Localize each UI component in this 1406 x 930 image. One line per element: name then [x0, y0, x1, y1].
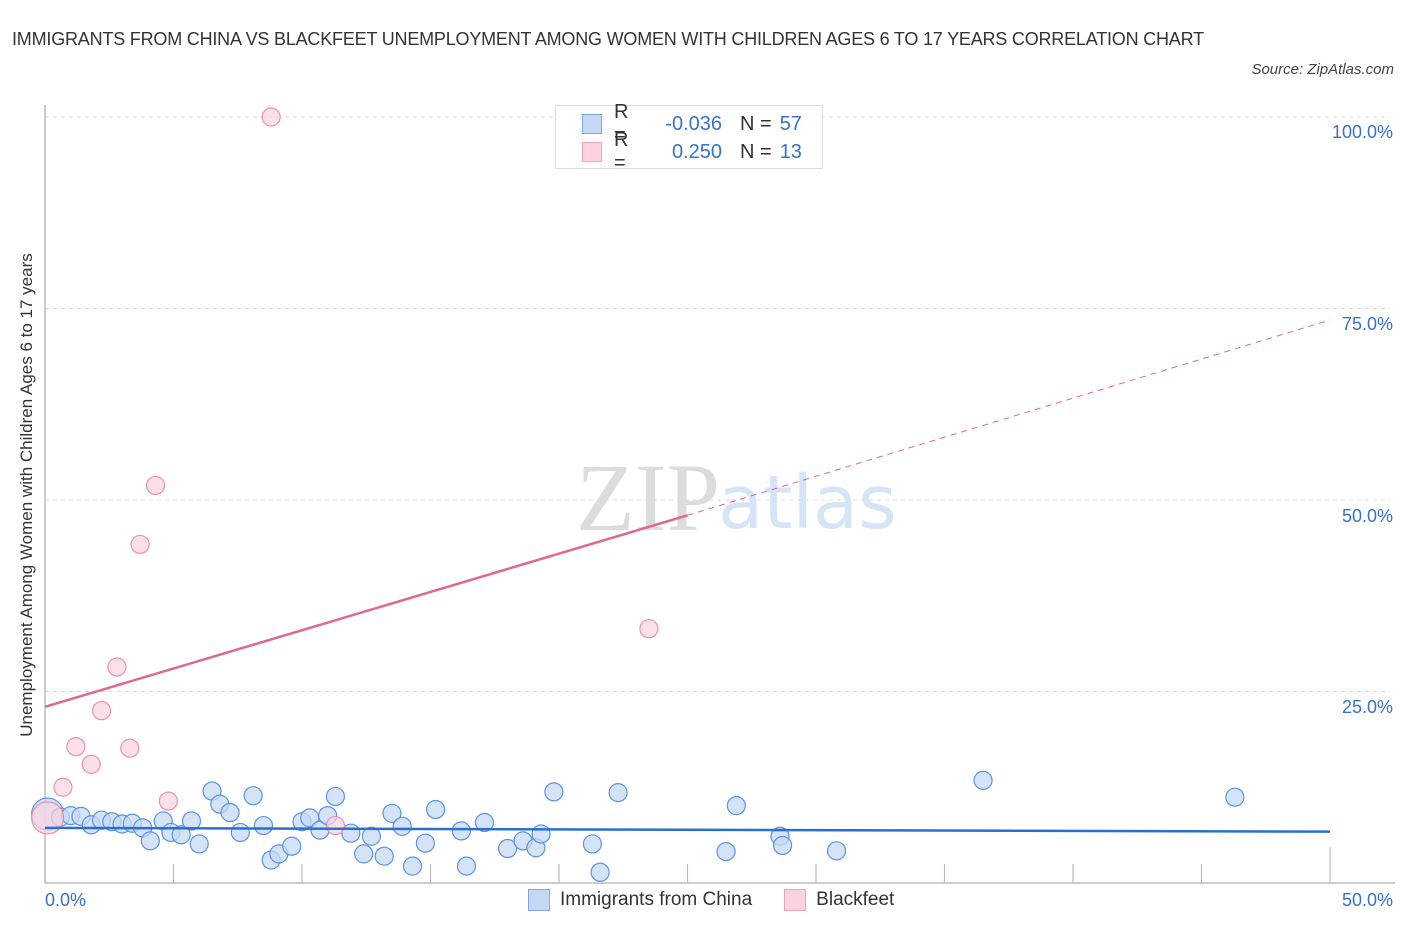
- china-point: [582, 834, 603, 854]
- n-value: 57: [779, 112, 802, 135]
- china-point: [361, 826, 381, 846]
- legend-item-blackfeet[interactable]: Blackfeet: [784, 889, 894, 911]
- r-label: R =: [614, 129, 629, 174]
- blackfeet-point: [66, 737, 86, 757]
- china-point: [189, 834, 209, 854]
- watermark-atlas: atlas: [718, 460, 897, 546]
- blackfeet-point: [53, 777, 73, 797]
- china-swatch-icon: [582, 114, 602, 134]
- china-point: [253, 815, 274, 836]
- y-tick-75: 75.0%: [1341, 314, 1393, 334]
- blackfeet-trend-solid: [44, 514, 688, 709]
- china-point: [544, 782, 564, 802]
- x-tick-50: 50.0%: [1341, 890, 1393, 910]
- china-swatch-icon: [528, 889, 550, 911]
- china-point: [716, 841, 736, 862]
- china-point: [171, 825, 191, 845]
- y-axis-label: Unemployment Among Women with Children A…: [17, 253, 36, 737]
- y-tick-25: 25.0%: [1341, 697, 1393, 717]
- blackfeet-point: [30, 801, 65, 835]
- china-point: [325, 786, 346, 807]
- china-point: [608, 783, 628, 803]
- legend-label: Immigrants from China: [560, 889, 753, 910]
- china-point: [140, 831, 160, 851]
- source-label: Source: ZipAtlas.com: [1251, 61, 1394, 78]
- r-value: 0.250: [671, 140, 722, 163]
- blackfeet-swatch-icon: [784, 889, 807, 911]
- china-point: [451, 821, 471, 841]
- blackfeet-point: [639, 619, 659, 639]
- data-points: [30, 107, 1245, 882]
- china-point: [220, 802, 240, 823]
- blackfeet-point: [261, 107, 281, 127]
- china-point: [230, 822, 250, 843]
- china-point: [354, 844, 374, 864]
- watermark-zip: ZIP: [576, 444, 720, 551]
- china-point: [243, 786, 263, 806]
- blackfeet-trend-dashed: [687, 319, 1331, 516]
- correlation-legend: R = -0.036 N = 57 R = 0.250 N = 13: [555, 101, 823, 174]
- blackfeet-trend-line: [44, 319, 1331, 709]
- r-label: R =: [614, 101, 629, 146]
- china-point: [426, 799, 446, 820]
- blackfeet-point: [81, 754, 101, 774]
- china-point: [402, 856, 423, 876]
- blackfeet-point: [91, 701, 112, 721]
- gridlines: [45, 116, 1390, 692]
- china-point: [590, 862, 610, 882]
- y-tick-50: 50.0%: [1341, 506, 1393, 526]
- n-value: 13: [779, 140, 802, 163]
- n-label: N =: [740, 140, 772, 163]
- r-value: -0.036: [665, 112, 722, 135]
- blackfeet-point: [107, 657, 127, 677]
- blackfeet-point: [120, 738, 140, 758]
- china-point: [498, 838, 518, 859]
- china-point: [181, 811, 202, 831]
- china-trend-line: [44, 826, 1331, 833]
- blackfeet-swatch-icon: [582, 142, 602, 162]
- china-point: [456, 856, 477, 876]
- china-point: [415, 833, 435, 853]
- series-legend: Immigrants from China Blackfeet: [528, 889, 926, 911]
- legend-row-blackfeet: R = 0.250 N = 13: [582, 129, 802, 174]
- china-point: [826, 841, 847, 861]
- axes: [44, 105, 1395, 884]
- blackfeet-point: [325, 815, 346, 836]
- blackfeet-point: [158, 791, 178, 811]
- legend-row-china: R = -0.036 N = 57: [582, 101, 802, 146]
- chart-title: IMMIGRANTS FROM CHINA VS BLACKFEET UNEMP…: [12, 29, 1204, 49]
- china-point: [474, 812, 495, 833]
- blackfeet-point: [145, 475, 166, 496]
- legend-item-china[interactable]: Immigrants from China: [528, 889, 752, 911]
- china-point: [973, 770, 993, 790]
- china-point: [531, 824, 551, 844]
- china-trend-solid: [44, 826, 1331, 833]
- china-point: [282, 836, 302, 856]
- x-tick-0: 0.0%: [45, 890, 87, 910]
- china-point: [772, 835, 793, 856]
- china-point: [726, 796, 746, 816]
- y-tick-100: 100.0%: [1331, 122, 1393, 142]
- china-point: [374, 846, 394, 866]
- china-point: [392, 816, 412, 836]
- n-label: N =: [740, 112, 772, 135]
- legend-label: Blackfeet: [816, 889, 895, 910]
- china-point: [382, 803, 402, 823]
- china-point: [1225, 787, 1245, 807]
- blackfeet-point: [130, 534, 150, 555]
